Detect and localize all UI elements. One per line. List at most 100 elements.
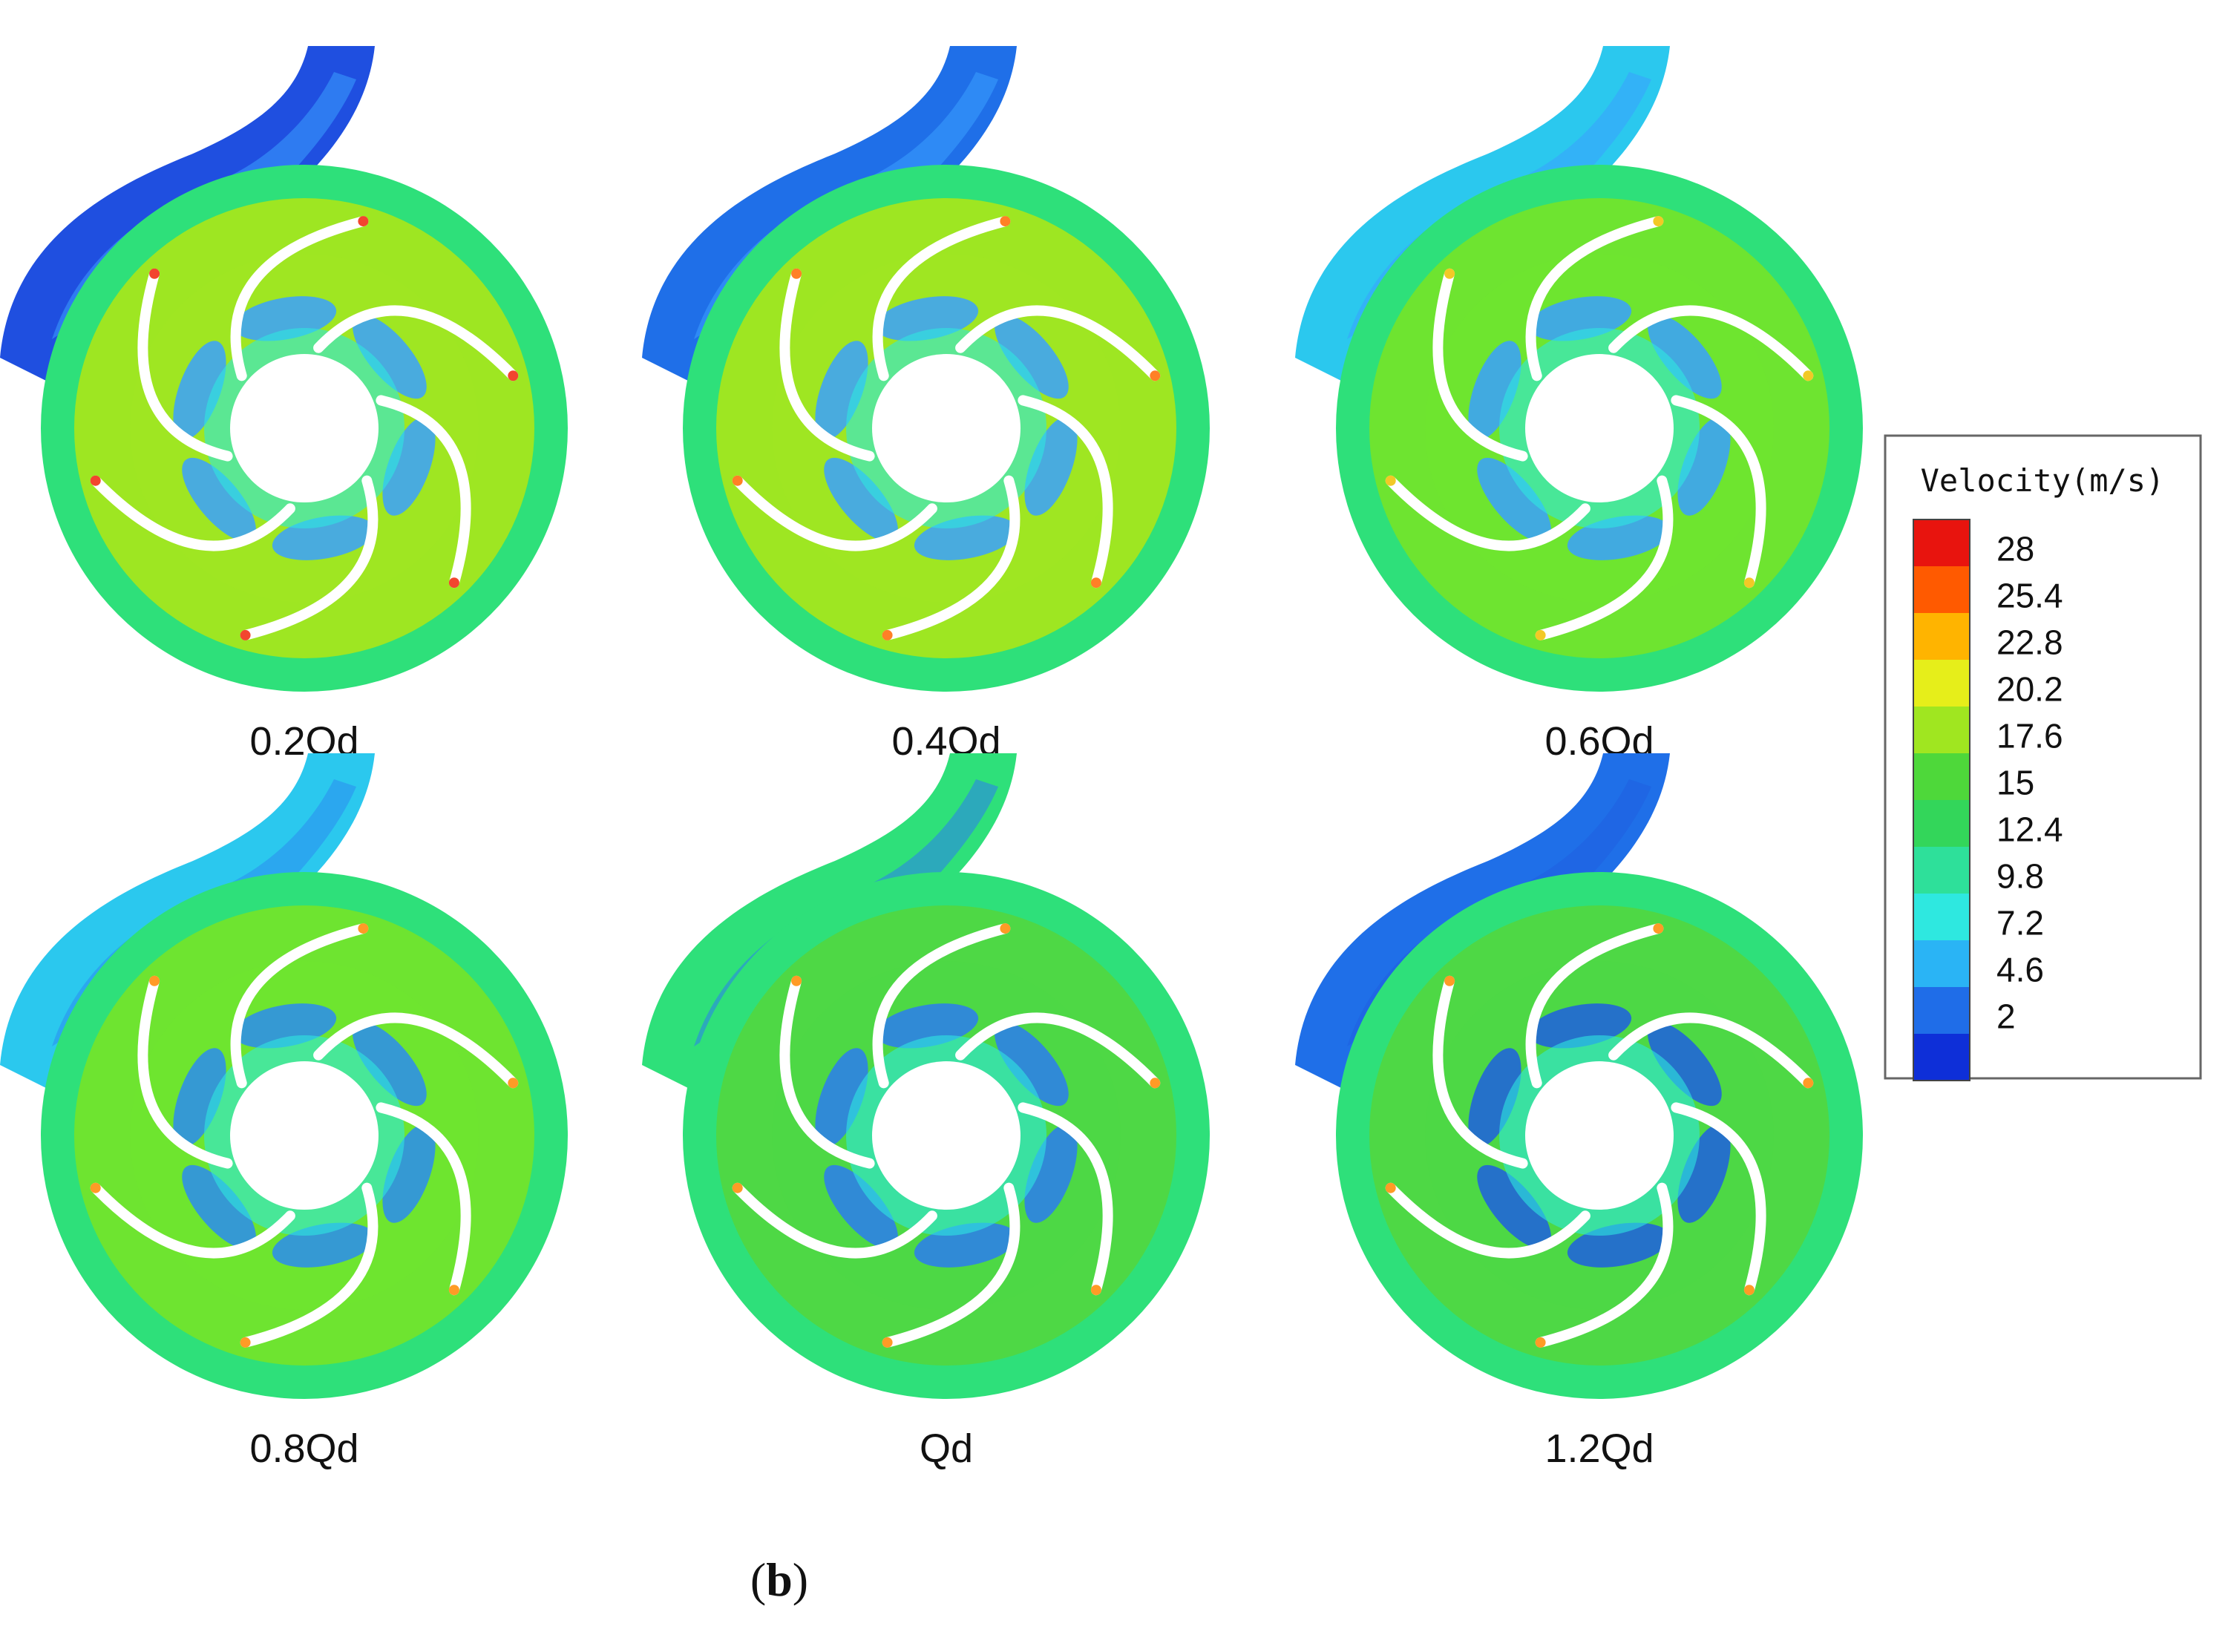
blade-tip-hotspot [90, 475, 101, 486]
impeller-blade [732, 475, 937, 551]
legend-tick-label: 28 [1996, 530, 2034, 568]
legend-tick-label: 17.6 [1996, 717, 2063, 755]
legend-tick-label: 22.8 [1996, 623, 2063, 662]
legend-swatch [1913, 894, 1970, 940]
legend-swatch [1913, 1034, 1970, 1081]
blade-tip-hotspot [732, 475, 743, 486]
low-velocity-zone [1477, 1164, 1551, 1249]
impeller-hub [872, 1061, 1021, 1210]
blade-tip-hotspot [1150, 370, 1161, 381]
impeller-blade [1535, 475, 1674, 640]
legend-tick-label: 20.2 [1996, 670, 2063, 709]
low-velocity-zone [1024, 1124, 1078, 1223]
low-velocity-zone [353, 315, 427, 399]
blade-tip-hotspot [882, 629, 893, 640]
blade-tip-hotspot [882, 1337, 893, 1348]
blade-tip-hotspot [1653, 216, 1664, 227]
blade-tip-hotspot [358, 216, 369, 227]
legend-swatch [1913, 519, 1970, 566]
low-velocity-zone [995, 315, 1069, 399]
blade-tip-hotspot [1000, 923, 1011, 934]
impeller-blade [882, 475, 1021, 640]
low-velocity-zone [182, 1164, 256, 1249]
impeller-blade [1432, 268, 1528, 462]
impeller-blade [1432, 975, 1528, 1169]
impeller-hub [230, 1061, 379, 1210]
contour-panel: 0.8Qd [0, 753, 568, 1471]
blade-tip-hotspot [240, 1337, 251, 1348]
impeller-blade [882, 1182, 1021, 1348]
legend-tick-label: 7.2 [1996, 904, 2044, 943]
panel-label: Qd [920, 1426, 973, 1471]
blade-tip-hotspot [1803, 370, 1814, 381]
legend-swatch [1913, 566, 1970, 613]
blade-tip-hotspot [791, 268, 802, 279]
blade-tip-hotspot [90, 1182, 101, 1193]
low-velocity-zone [173, 1048, 226, 1147]
legend-swatch [1913, 987, 1970, 1034]
legend-swatch [1913, 660, 1970, 707]
blade-tip-hotspot [1090, 1285, 1101, 1296]
impeller-blade [240, 1182, 379, 1348]
blade-tip-hotspot [448, 577, 459, 589]
blade-tip-hotspot [1653, 923, 1664, 934]
contour-panel: 0.6Qd [1295, 46, 1863, 764]
blade-tip-hotspot [1385, 1182, 1396, 1193]
blade-tip-hotspot [791, 975, 802, 986]
low-velocity-zone [1648, 315, 1722, 399]
impeller-blade [1018, 1102, 1113, 1296]
impeller-blade [1608, 305, 1814, 381]
impeller-blade [1385, 475, 1590, 551]
impeller-blade [779, 268, 875, 462]
contour-panel: 0.4Qd [642, 46, 1210, 764]
impeller-hub [1525, 354, 1674, 502]
low-velocity-zone [382, 416, 436, 516]
legend-swatch [1913, 847, 1970, 894]
blade-tip-hotspot [448, 1285, 459, 1296]
low-velocity-zone [182, 457, 256, 542]
contour-panel: 1.2Qd [1295, 753, 1863, 1471]
legend-swatch [1913, 707, 1970, 753]
legend-swatch [1913, 613, 1970, 660]
low-velocity-zone [1677, 1124, 1731, 1223]
blade-tip-hotspot [508, 1078, 519, 1089]
panel-label: 1.2Qd [1544, 1426, 1654, 1471]
blade-tip-hotspot [1743, 1285, 1755, 1296]
blade-tip-hotspot [1803, 1078, 1814, 1089]
impeller-blade [1525, 923, 1664, 1089]
blade-tip-hotspot [1743, 577, 1755, 589]
low-velocity-zone [353, 1022, 427, 1107]
impeller-blade [955, 305, 1161, 381]
impeller-blade [872, 216, 1011, 381]
legend-swatch [1913, 753, 1970, 800]
low-velocity-zone [995, 1022, 1069, 1107]
impeller-blade [1385, 1182, 1590, 1259]
blade-tip-hotspot [240, 629, 251, 640]
blade-tip-hotspot [1535, 1337, 1546, 1348]
low-velocity-zone [824, 1164, 898, 1249]
blade-tip-hotspot [1444, 268, 1455, 279]
impeller-blade [137, 975, 233, 1169]
impeller-hub [872, 354, 1021, 502]
blade-tip-hotspot [732, 1182, 743, 1193]
impeller-blade [137, 268, 233, 462]
low-velocity-zone [815, 341, 868, 440]
impeller-blade [240, 475, 379, 640]
velocity-legend: Velocity(m/s) 28 25.4 22.8 20.2 17.6 15 12.4 9.8… [1884, 434, 2202, 1081]
low-velocity-zone [1648, 1022, 1722, 1107]
legend-tick-label: 4.6 [1996, 951, 2044, 989]
impeller-blade [1608, 1012, 1814, 1089]
panel-label: 0.8Qd [249, 1426, 358, 1471]
low-velocity-zone [1477, 457, 1551, 542]
legend-title: Velocity(m/s) [1921, 462, 2165, 499]
blade-tip-hotspot [508, 370, 519, 381]
legend-bar-outline [1913, 519, 1970, 1081]
blade-tip-hotspot [1385, 475, 1396, 486]
impeller-blade [90, 475, 295, 551]
blade-tip-hotspot [149, 975, 160, 986]
blade-tip-hotspot [1535, 629, 1546, 640]
legend-tick-label: 12.4 [1996, 810, 2063, 849]
blade-tip-hotspot [1090, 577, 1101, 589]
impeller-blade [732, 1182, 937, 1259]
low-velocity-zone [1024, 416, 1078, 516]
